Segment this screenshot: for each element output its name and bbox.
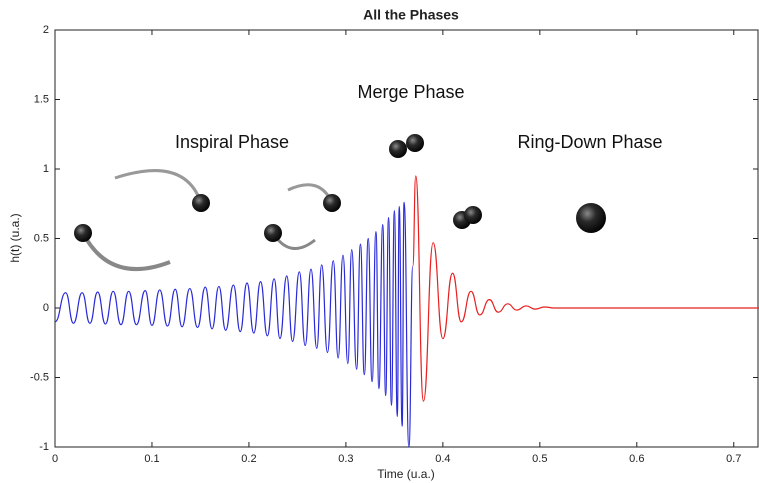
series-line bbox=[54, 201, 414, 448]
orbit-trail bbox=[114, 169, 203, 204]
y-tick-label: 0.5 bbox=[34, 232, 49, 244]
x-tick-label: 0.2 bbox=[241, 453, 256, 465]
black-hole bbox=[576, 203, 606, 233]
black-hole bbox=[389, 140, 407, 158]
x-tick-label: 0.1 bbox=[144, 453, 159, 465]
black-hole bbox=[74, 224, 92, 242]
chart-title: All the Phases bbox=[363, 7, 459, 23]
decorations bbox=[74, 134, 606, 271]
y-tick-label: 1.5 bbox=[34, 93, 49, 105]
y-tick-label: 1 bbox=[43, 163, 49, 175]
black-hole bbox=[192, 194, 210, 212]
black-hole bbox=[323, 194, 341, 212]
annotation: Merge Phase bbox=[357, 82, 464, 102]
black-hole bbox=[406, 134, 424, 152]
black-hole bbox=[464, 206, 482, 224]
x-tick-label: 0 bbox=[52, 453, 58, 465]
x-tick-label: 0.6 bbox=[629, 453, 644, 465]
x-tick-label: 0.4 bbox=[435, 453, 450, 465]
x-axis-label: Time (u.a.) bbox=[377, 467, 435, 481]
black-hole bbox=[264, 224, 282, 242]
y-tick-label: 0 bbox=[43, 302, 49, 314]
orbit-trail bbox=[81, 232, 171, 271]
plot-area bbox=[54, 29, 759, 448]
x-tick-label: 0.5 bbox=[532, 453, 547, 465]
x-tick-label: 0.7 bbox=[726, 453, 741, 465]
annotation: Inspiral Phase bbox=[175, 132, 289, 152]
y-tick-label: -0.5 bbox=[30, 371, 49, 383]
series-line bbox=[412, 175, 759, 402]
y-axis-label: h(t) (u.a.) bbox=[8, 213, 22, 262]
y-tick-label: 2 bbox=[43, 24, 49, 36]
x-tick-label: 0.3 bbox=[338, 453, 353, 465]
y-tick-label: -1 bbox=[39, 441, 49, 453]
annotation: Ring-Down Phase bbox=[517, 132, 662, 152]
